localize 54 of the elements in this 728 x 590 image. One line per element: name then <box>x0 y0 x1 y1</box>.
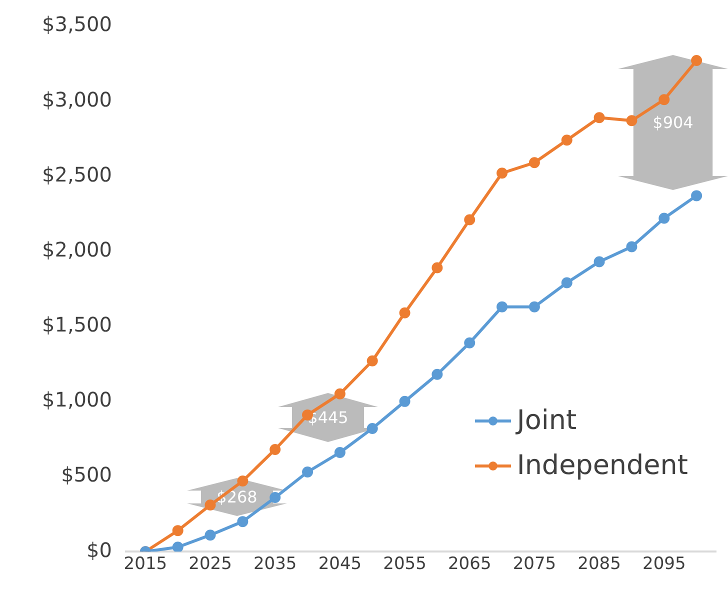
point <box>626 115 638 126</box>
point <box>399 396 410 407</box>
point <box>399 307 410 318</box>
point <box>270 492 281 504</box>
annotation: $904 <box>652 113 694 132</box>
point <box>204 500 216 511</box>
point <box>496 301 508 312</box>
point <box>496 168 508 179</box>
point <box>561 277 572 288</box>
point <box>270 444 281 455</box>
point <box>237 516 248 528</box>
point <box>334 388 346 400</box>
y-tick-label: $1,000 <box>42 388 112 412</box>
x-tick-label: 2095 <box>642 554 686 574</box>
y-tick-label: $500 <box>61 462 112 487</box>
y-tick-label: $1,500 <box>42 312 112 337</box>
point <box>334 446 346 458</box>
x-tick-label: 2055 <box>383 554 426 574</box>
y-tick-label: $3,500 <box>42 12 112 36</box>
point <box>366 422 378 434</box>
point <box>302 466 314 478</box>
point <box>691 55 702 66</box>
point <box>594 256 605 268</box>
point <box>594 112 605 124</box>
x-tick-label: 2045 <box>318 554 362 574</box>
y-tick-label: $2,000 <box>42 237 112 262</box>
x-tick-label: 2025 <box>188 554 232 574</box>
legend-label: Independent <box>516 450 688 481</box>
point <box>366 355 378 366</box>
point <box>528 301 540 312</box>
point <box>432 262 443 274</box>
point <box>432 368 443 380</box>
point <box>464 337 476 348</box>
point <box>237 476 248 487</box>
point <box>172 525 184 536</box>
x-tick-label: 2015 <box>124 554 168 574</box>
point <box>691 190 702 202</box>
point <box>172 542 184 552</box>
y-tick-label: $0 <box>86 538 112 562</box>
point <box>204 530 216 541</box>
point <box>528 157 540 168</box>
double-arrow: $904 <box>618 55 728 190</box>
x-tick-label: 2035 <box>253 554 297 574</box>
y-tick-label: $2,500 <box>42 162 112 186</box>
x-tick-label: 2075 <box>512 554 556 574</box>
point <box>626 241 638 252</box>
point <box>464 214 476 226</box>
x-tick-label: 2085 <box>578 554 621 574</box>
y-tick-label: $3,000 <box>42 87 112 112</box>
point <box>561 134 572 146</box>
point <box>658 94 670 106</box>
point <box>658 212 670 224</box>
x-tick-label: 2065 <box>448 554 492 574</box>
legend-label: Joint <box>516 405 577 436</box>
